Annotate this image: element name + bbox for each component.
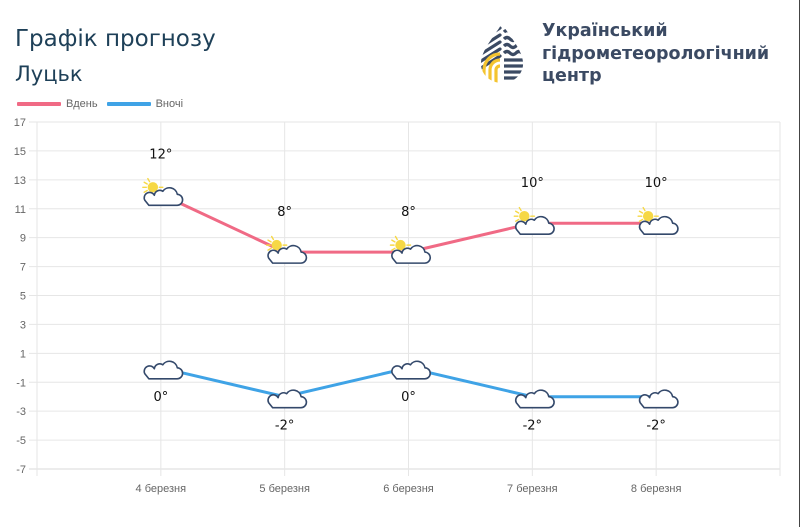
y-tick-label: -3 xyxy=(16,406,26,418)
y-tick-label: 5 xyxy=(20,291,26,303)
legend-label-night: Вночі xyxy=(155,98,184,110)
org-name-line-3: центр xyxy=(542,66,602,86)
org-name-line-1: Український xyxy=(542,21,668,41)
partly-cloudy-night-icon xyxy=(638,377,679,409)
y-tick-label: 17 xyxy=(14,117,26,129)
data-label: 12° xyxy=(149,147,172,162)
data-label: 8° xyxy=(277,205,292,220)
chart-grid: 17 15 13 11 9 7 5 3 1 -1 -3 -5 -7 4 березня 5 березня 6… xyxy=(14,117,781,495)
page-title: Графік прогнозу xyxy=(15,26,216,52)
y-tick-label: 13 xyxy=(14,175,26,187)
legend-swatch-day xyxy=(17,102,61,106)
y-tick-label: 11 xyxy=(15,204,26,216)
city-name: Луцьк xyxy=(15,62,83,86)
data-label: -2° xyxy=(523,419,542,434)
data-label: 10° xyxy=(645,176,668,191)
partly-cloudy-night-icon xyxy=(514,377,555,409)
data-label: -2° xyxy=(646,419,665,434)
legend-label-day: Вдень xyxy=(66,98,98,110)
org-name-line-2: гідрометеорологічний xyxy=(542,43,770,64)
data-label: 8° xyxy=(401,205,416,220)
data-label: -2° xyxy=(275,419,294,434)
partly-sunny-icon xyxy=(265,235,308,264)
y-tick-label: 9 xyxy=(20,233,26,245)
organization-name: Український гідрометеорологічний центр xyxy=(542,20,769,88)
data-label: 10° xyxy=(521,176,544,191)
partly-sunny-icon xyxy=(513,206,555,236)
x-tick-label: 6 березня xyxy=(383,483,434,495)
partly-sunny-icon xyxy=(637,206,679,236)
x-tick-label: 5 березня xyxy=(259,483,310,495)
partly-cloudy-night-icon xyxy=(391,348,432,380)
legend-item-day[interactable]: Вдень xyxy=(17,98,98,110)
data-label: 0° xyxy=(153,390,168,405)
y-tick-label: -7 xyxy=(16,464,26,476)
partly-cloudy-night-icon xyxy=(267,377,308,409)
y-tick-label: 15 xyxy=(14,146,26,158)
data-label: 0° xyxy=(401,390,416,405)
x-tick-label: 8 березня xyxy=(631,483,682,495)
legend-item-night[interactable]: Вночі xyxy=(106,98,184,110)
legend-swatch-night xyxy=(106,102,151,106)
x-tick-label: 7 березня xyxy=(507,483,558,495)
series-day: 12° 8° 8° 10° 10° xyxy=(142,147,679,264)
y-tick-label: 7 xyxy=(20,262,26,274)
y-tick-label: 1 xyxy=(20,348,26,360)
y-tick-label: -5 xyxy=(16,435,26,447)
series-night: 0° -2° 0° -2° -2° xyxy=(143,348,679,434)
partly-sunny-icon xyxy=(142,177,184,207)
y-tick-label: 3 xyxy=(20,319,26,331)
x-tick-label: 4 березня xyxy=(136,483,187,495)
partly-cloudy-night-icon xyxy=(143,348,184,380)
y-tick-label: -1 xyxy=(16,377,26,389)
water-drop-logo-icon xyxy=(480,26,524,83)
chart-legend: Вдень Вночі xyxy=(17,98,192,110)
partly-sunny-icon xyxy=(389,235,432,264)
